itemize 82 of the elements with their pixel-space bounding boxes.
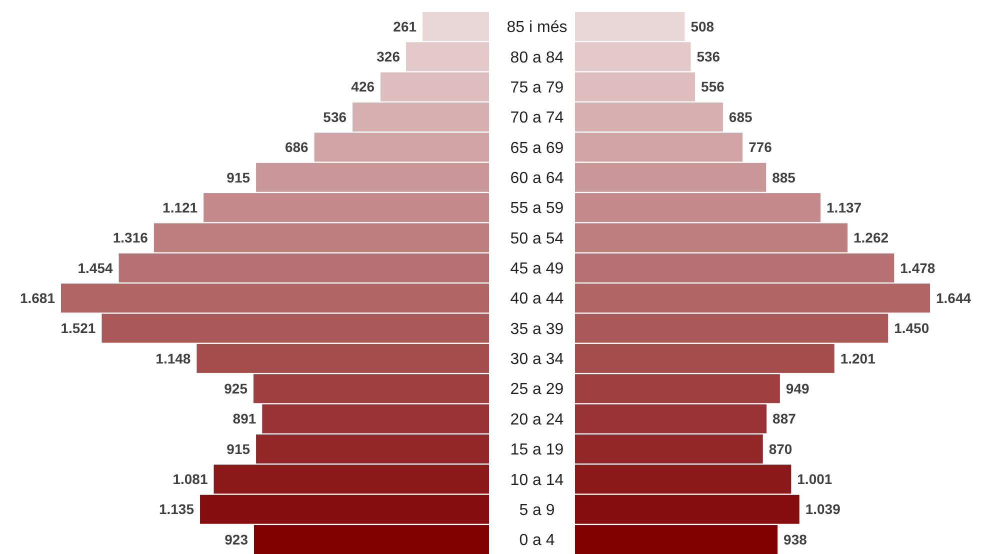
y-tick-label: 85 i més: [506, 19, 568, 36]
data-label: 1.450: [894, 320, 930, 336]
bar: [352, 102, 489, 132]
y-tick-label: 30 a 34: [510, 351, 564, 368]
data-label: 923: [224, 531, 248, 548]
data-label: 915: [226, 169, 250, 186]
y-tick-label: 70 a 74: [510, 110, 564, 127]
bar: [575, 525, 778, 554]
y-tick-label: 55 a 59: [510, 200, 564, 218]
y-tick-label: 65 a 69: [510, 140, 564, 157]
y-tick-label: 80 a 84: [510, 49, 564, 66]
data-label: 556: [701, 78, 725, 95]
data-label: 925: [224, 380, 248, 397]
data-label: 1.201: [840, 350, 876, 366]
bar: [575, 253, 894, 282]
data-label: 1.135: [158, 501, 194, 518]
data-label: 915: [226, 440, 250, 457]
bar: [575, 102, 723, 132]
data-label: 261: [393, 18, 417, 34]
bar: [575, 193, 821, 222]
y-tick-label: 45 a 49: [510, 260, 564, 278]
y-tick-label: 10 a 14: [510, 472, 564, 489]
bar: [314, 132, 489, 162]
data-label: 326: [376, 48, 400, 65]
data-label: 1.262: [854, 230, 889, 246]
bar: [575, 132, 743, 162]
data-label: 885: [772, 169, 796, 186]
y-tick-label: 0 a 4: [519, 532, 555, 550]
bar: [254, 525, 489, 554]
bar: [154, 223, 489, 252]
data-label: 685: [728, 108, 752, 125]
bar: [118, 253, 489, 282]
data-label: 1.121: [162, 199, 198, 216]
y-tick-label: 15 a 19: [510, 442, 564, 459]
data-label: 1.148: [156, 350, 191, 366]
data-label: 1.039: [805, 501, 841, 518]
data-label: 1.644: [936, 290, 972, 306]
data-label: 891: [232, 410, 256, 427]
bar: [575, 223, 848, 252]
bar: [575, 434, 763, 464]
data-label: 426: [351, 78, 375, 95]
bar: [422, 12, 489, 41]
data-label: 1.001: [797, 471, 832, 488]
data-label: 508: [690, 18, 714, 34]
bar: [575, 162, 766, 192]
bar: [575, 374, 780, 404]
bar: [575, 284, 930, 313]
bar: [61, 284, 489, 313]
data-label: 887: [772, 410, 796, 427]
bar: [196, 344, 489, 373]
bar: [204, 193, 489, 222]
data-label: 776: [748, 139, 772, 156]
data-label: 870: [768, 440, 792, 457]
bar: [575, 314, 888, 343]
data-label: 1.137: [826, 199, 862, 216]
y-tick-label: 50 a 54: [510, 230, 564, 248]
data-label: 1.081: [172, 471, 208, 488]
bar: [102, 314, 489, 343]
bar: [253, 374, 489, 404]
data-label: 536: [323, 108, 347, 125]
data-label: 1.478: [900, 260, 936, 276]
data-label: 938: [784, 531, 808, 548]
bar: [256, 162, 489, 192]
y-tick-label: 5 a 9: [519, 502, 555, 519]
y-tick-label: 40 a 44: [510, 290, 564, 308]
y-tick-label: 60 a 64: [510, 170, 564, 187]
y-tick-label: 35 a 39: [510, 320, 564, 338]
data-label: 1.521: [60, 320, 96, 336]
data-label: 1.681: [20, 290, 56, 306]
data-label: 1.454: [78, 260, 113, 276]
bar: [575, 404, 767, 434]
bar: [575, 12, 685, 41]
y-tick-label: 75 a 79: [510, 79, 564, 96]
data-label: 1.316: [112, 230, 148, 246]
y-tick-label: 25 a 29: [510, 381, 564, 398]
bar: [262, 404, 489, 434]
bar: [575, 344, 834, 373]
y-tick-label: 20 a 24: [510, 411, 564, 428]
data-label: 949: [786, 380, 810, 397]
data-label: 536: [696, 48, 720, 65]
bar: [256, 434, 489, 464]
data-label: 686: [284, 139, 309, 156]
